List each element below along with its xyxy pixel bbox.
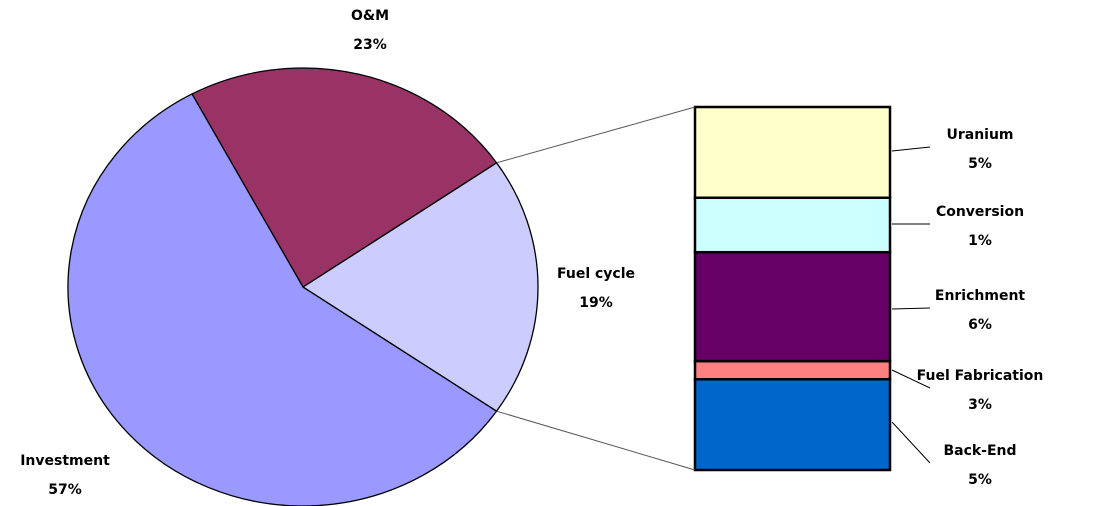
bar-segment [693, 250, 892, 363]
connector-line [496, 106, 696, 164]
segment-value-label: 1% [968, 233, 992, 249]
connector-line [496, 410, 696, 471]
segment-label: Conversion [936, 204, 1024, 220]
slice-value-label: 23% [353, 37, 387, 53]
slice-value-label: 57% [48, 482, 82, 498]
bar-segment [693, 196, 892, 254]
segment-label: Enrichment [935, 288, 1026, 304]
bar-segment [693, 105, 892, 199]
pie-slice [191, 67, 498, 288]
pie-slice [67, 93, 498, 506]
bar-segment [693, 359, 892, 381]
segment-label: Fuel Fabrication [917, 368, 1044, 384]
segment-value-label: 5% [968, 156, 992, 172]
pie-slice [301, 161, 539, 413]
slice-value-label: 19% [579, 295, 613, 311]
segment-value-label: 3% [968, 397, 992, 413]
leader-line [891, 369, 931, 389]
segment-value-label: 5% [968, 472, 992, 488]
bar-segment [693, 378, 892, 472]
leader-line [891, 146, 931, 152]
slice-label: Fuel cycle [557, 266, 635, 282]
leader-line [891, 421, 931, 464]
slice-label: O&M [351, 8, 389, 24]
segment-label: Back-End [943, 443, 1016, 459]
slice-label: Investment [20, 453, 110, 469]
segment-value-label: 6% [968, 317, 992, 333]
segment-label: Uranium [946, 127, 1013, 143]
leader-line [891, 307, 931, 310]
